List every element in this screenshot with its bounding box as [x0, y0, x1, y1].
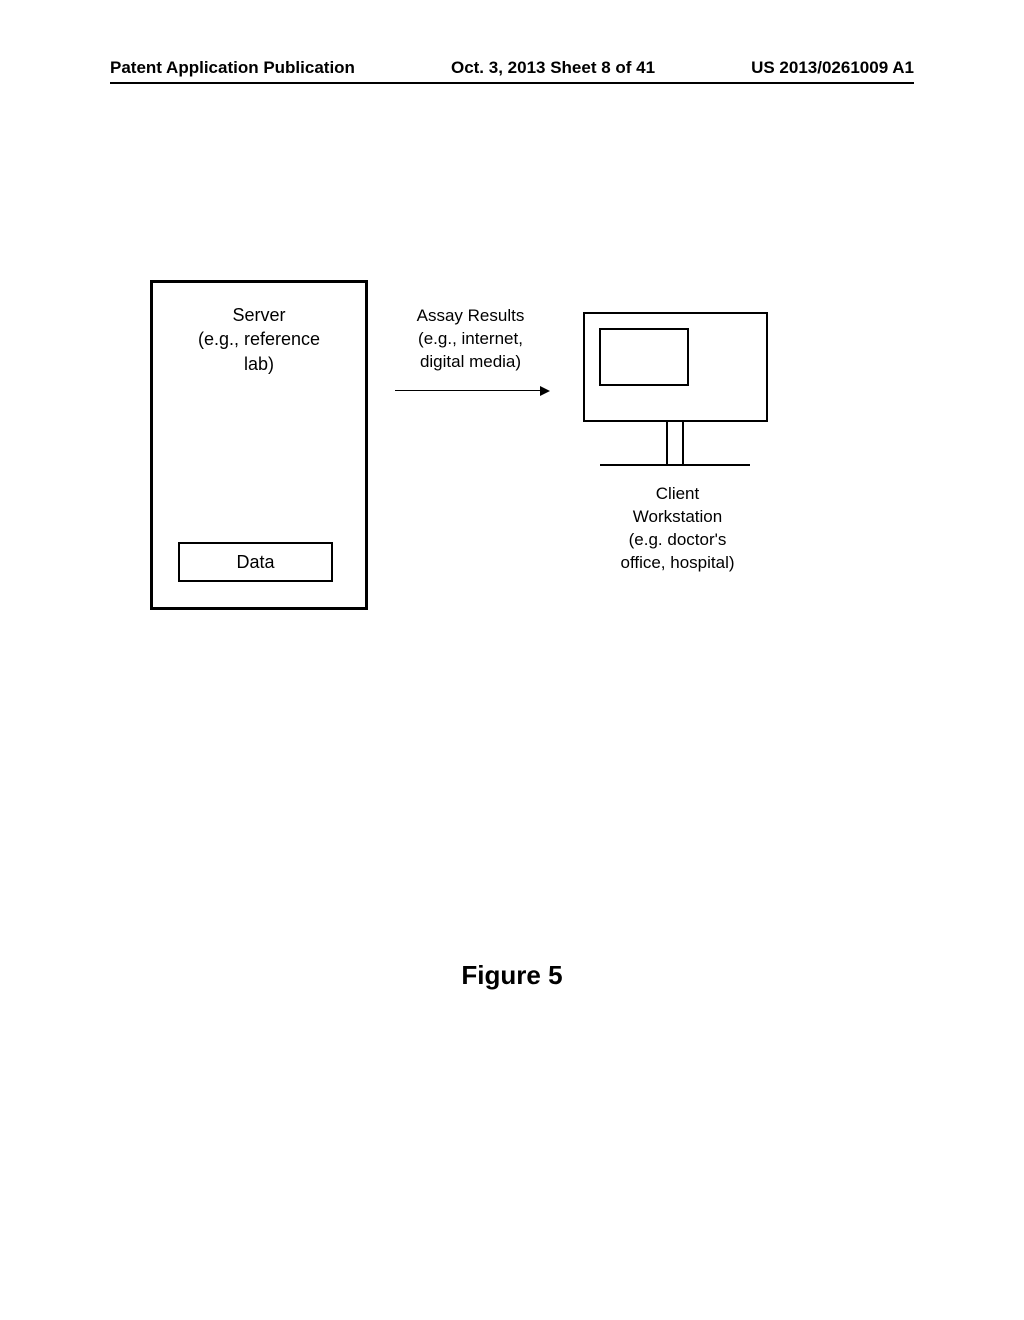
arrow-label-line2: (e.g., internet, — [418, 329, 523, 348]
figure-caption-text: Figure 5 — [461, 960, 562, 990]
monitor-screen — [599, 328, 689, 386]
server-label: Server (e.g., reference lab) — [153, 303, 365, 376]
client-label-line4: office, hospital) — [620, 553, 734, 572]
header-left: Patent Application Publication — [110, 58, 355, 78]
arrow-line — [395, 390, 540, 391]
data-label: Data — [236, 552, 274, 573]
monitor-base — [600, 464, 750, 466]
server-box: Server (e.g., reference lab) Data — [150, 280, 368, 610]
client-label-line1: Client — [656, 484, 699, 503]
monitor-icon — [583, 312, 768, 422]
arrow-label-line3: digital media) — [420, 352, 521, 371]
header-right: US 2013/0261009 A1 — [751, 58, 914, 78]
client-label-line2: Workstation — [633, 507, 722, 526]
arrow-icon — [395, 390, 550, 392]
arrow-label: Assay Results (e.g., internet, digital m… — [393, 305, 548, 374]
header-rule — [110, 82, 914, 84]
page-header: Patent Application Publication Oct. 3, 2… — [0, 58, 1024, 78]
figure-caption: Figure 5 — [0, 960, 1024, 991]
arrow-head — [540, 386, 550, 396]
data-box: Data — [178, 542, 333, 582]
server-title-line3: lab) — [244, 354, 274, 374]
arrow-label-line1: Assay Results — [417, 306, 525, 325]
monitor-neck — [666, 422, 684, 464]
server-title-line1: Server — [232, 305, 285, 325]
client-label-line3: (e.g. doctor's — [629, 530, 727, 549]
client-label: Client Workstation (e.g. doctor's office… — [590, 483, 765, 575]
header-center: Oct. 3, 2013 Sheet 8 of 41 — [451, 58, 655, 78]
server-title-line2: (e.g., reference — [198, 329, 320, 349]
